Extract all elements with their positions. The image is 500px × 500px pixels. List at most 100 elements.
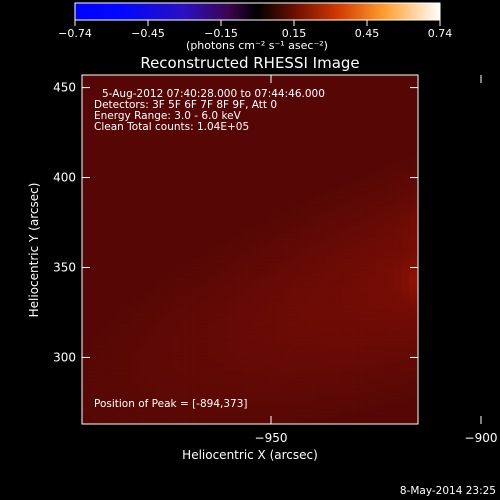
heatmap-pixel [241, 276, 251, 281]
heatmap-pixel [166, 334, 175, 339]
heatmap-pixel [208, 298, 217, 303]
heatmap-pixel [376, 269, 385, 274]
heatmap-pixel [132, 402, 142, 407]
heatmap-pixel [266, 308, 276, 313]
heatmap-pixel [342, 276, 352, 281]
heatmap-pixel [392, 272, 402, 277]
heatmap-pixel [216, 244, 226, 249]
heatmap-pixel [166, 301, 175, 306]
heatmap-pixel [140, 373, 150, 378]
heatmap-pixel [334, 211, 343, 216]
heatmap-pixel [317, 402, 326, 407]
heatmap-pixel [409, 186, 418, 191]
heatmap-pixel [115, 388, 125, 393]
heatmap-pixel [292, 391, 301, 396]
heatmap-pixel [107, 341, 116, 346]
heatmap-pixel [308, 406, 318, 411]
heatmap-pixel [283, 290, 293, 295]
heatmap-pixel [376, 398, 385, 403]
heatmap-pixel [342, 262, 352, 267]
heatmap-pixel [350, 305, 360, 310]
heatmap-pixel [250, 359, 259, 364]
heatmap-pixel [199, 402, 209, 407]
heatmap-pixel [199, 326, 209, 331]
heatmap-pixel [208, 352, 217, 357]
heatmap-pixel [250, 402, 259, 407]
heatmap-pixel [275, 416, 284, 421]
heatmap-pixel [258, 395, 268, 400]
heatmap-pixel [308, 308, 318, 313]
heatmap-pixel [334, 330, 343, 335]
heatmap-pixel [334, 301, 343, 306]
heatmap-pixel [376, 200, 385, 205]
heatmap-pixel [384, 377, 394, 382]
heatmap-pixel [233, 380, 242, 385]
heatmap-pixel [384, 337, 394, 342]
heatmap-pixel [132, 391, 142, 396]
heatmap-pixel [283, 406, 293, 411]
heatmap-pixel [233, 236, 242, 241]
heatmap-pixel [401, 290, 410, 295]
heatmap-pixel [224, 240, 234, 245]
heatmap-pixel [367, 344, 377, 349]
heatmap-pixel [258, 359, 268, 364]
heatmap-pixel [241, 301, 251, 306]
heatmap-pixel [199, 409, 209, 414]
heatmap-pixel [132, 348, 142, 353]
heatmap-pixel [124, 341, 133, 346]
heatmap-pixel [258, 380, 268, 385]
heatmap-pixel [250, 287, 259, 292]
heatmap-pixel [199, 323, 209, 328]
heatmap-pixel [359, 258, 368, 263]
heatmap-pixel [401, 222, 410, 227]
heatmap-pixel [275, 341, 284, 346]
heatmap-pixel [157, 301, 167, 306]
heatmap-pixel [401, 258, 410, 263]
heatmap-pixel [292, 298, 301, 303]
heatmap-pixel [325, 251, 335, 256]
heatmap-pixel [82, 413, 91, 418]
heatmap-pixel [258, 377, 268, 382]
heatmap-pixel [233, 308, 242, 313]
heatmap-pixel [359, 334, 368, 339]
heatmap-pixel [216, 269, 226, 274]
heatmap-pixel [308, 218, 318, 223]
heatmap-pixel [283, 312, 293, 317]
heatmap-pixel [392, 344, 402, 349]
heatmap-pixel [350, 222, 360, 227]
heatmap-pixel [359, 312, 368, 317]
heatmap-pixel [367, 377, 377, 382]
heatmap-pixel [199, 251, 209, 256]
heatmap-pixel [199, 301, 209, 306]
heatmap-pixel [334, 308, 343, 313]
heatmap-pixel [166, 337, 175, 342]
heatmap-pixel [409, 341, 418, 346]
heatmap-pixel [367, 215, 377, 220]
heatmap-pixel [367, 233, 377, 238]
heatmap-pixel [325, 233, 335, 238]
heatmap-pixel [317, 406, 326, 411]
heatmap-pixel [334, 247, 343, 252]
heatmap-pixel [191, 269, 200, 274]
heatmap-pixel [166, 370, 175, 375]
heatmap-pixel [241, 334, 251, 339]
heatmap-pixel [124, 301, 133, 306]
heatmap-pixel [342, 398, 352, 403]
heatmap-pixel [376, 175, 385, 180]
heatmap-pixel [325, 305, 335, 310]
heatmap-pixel [392, 352, 402, 357]
heatmap-pixel [275, 334, 284, 339]
heatmap-pixel [216, 409, 226, 414]
heatmap-pixel [308, 348, 318, 353]
heatmap-pixel [132, 377, 142, 382]
heatmap-pixel [409, 395, 418, 400]
heatmap-pixel [317, 388, 326, 393]
heatmap-pixel [166, 290, 175, 295]
heatmap-pixel [191, 337, 200, 342]
heatmap-pixel [376, 316, 385, 321]
heatmap-pixel [182, 272, 192, 277]
heatmap-pixel [182, 294, 192, 299]
heatmap-pixel [384, 380, 394, 385]
heatmap-pixel [384, 312, 394, 317]
